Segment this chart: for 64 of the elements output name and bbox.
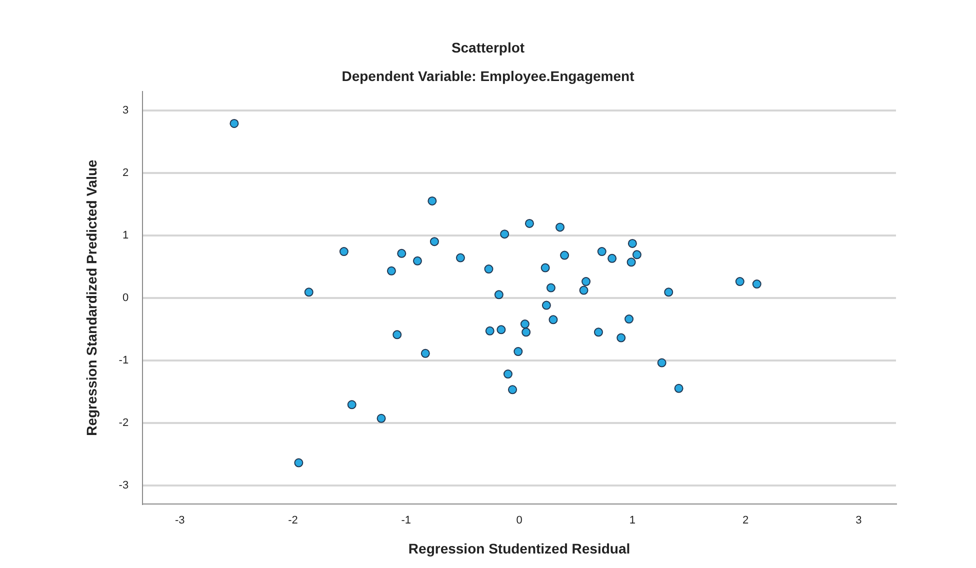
y-tick-label: -3: [118, 479, 129, 492]
point: [520, 320, 530, 329]
y-tick-label: -2: [118, 416, 129, 429]
point: [230, 118, 239, 128]
y-axis-title: Regression Standardized Predicted Value: [83, 159, 100, 436]
point: [503, 370, 512, 379]
y-tick-label: 1: [122, 229, 129, 242]
point: [456, 253, 465, 262]
point: [556, 222, 565, 232]
point: [608, 254, 617, 263]
point: [632, 250, 642, 260]
point: [626, 258, 636, 267]
point: [496, 325, 506, 334]
point: [735, 277, 744, 286]
point: [430, 237, 439, 246]
point: [514, 347, 523, 356]
x-tick-label: -1: [401, 514, 412, 527]
point: [508, 385, 518, 394]
point: [522, 328, 531, 337]
point: [542, 300, 551, 310]
x-tick-label: 1: [629, 514, 636, 527]
point: [420, 348, 430, 358]
point: [339, 247, 348, 256]
point: [597, 247, 606, 256]
point: [397, 248, 406, 258]
y-tick-label: -1: [118, 354, 129, 366]
x-tick-label: 2: [742, 514, 749, 527]
point: [304, 288, 314, 297]
point: [657, 358, 666, 368]
point: [548, 315, 558, 324]
point: [540, 263, 550, 272]
point: [546, 283, 556, 292]
point: [579, 286, 588, 295]
point: [412, 256, 422, 266]
point: [594, 328, 603, 337]
y-tick-label: 0: [122, 292, 129, 304]
chart-subtitle: Dependent Variable: Employee.Engagement: [342, 68, 635, 84]
x-tick-label: -3: [175, 514, 185, 527]
point: [494, 290, 504, 300]
point: [485, 326, 494, 336]
point: [392, 330, 402, 340]
point: [500, 230, 510, 239]
point: [294, 458, 304, 468]
x-tick-label: -2: [288, 514, 298, 527]
y-tick-label: 2: [122, 166, 129, 179]
point: [376, 414, 386, 423]
chart-title: Scatterplot: [451, 39, 525, 56]
point: [628, 238, 637, 248]
x-tick-label: 3: [856, 514, 862, 527]
point: [347, 400, 356, 410]
point: [524, 218, 534, 228]
point: [616, 333, 626, 342]
point: [752, 280, 762, 289]
point: [560, 250, 570, 260]
point: [674, 384, 684, 393]
point: [582, 277, 591, 286]
point: [624, 314, 634, 324]
point: [484, 264, 494, 274]
y-tick-label: 3: [122, 104, 129, 116]
x-axis-title: Regression Studentized Residual: [408, 540, 630, 556]
point: [664, 288, 674, 297]
x-tick-label: 0: [516, 514, 522, 527]
point: [386, 266, 396, 276]
point: [428, 196, 437, 206]
